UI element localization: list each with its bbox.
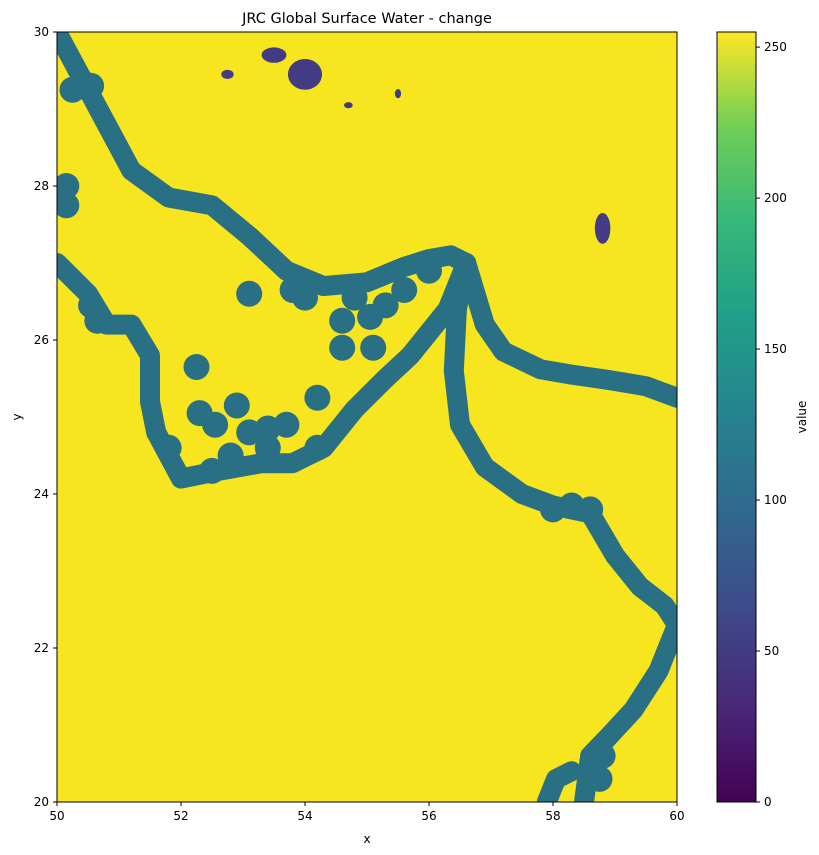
y-tick-label: 26 — [34, 333, 49, 347]
island-buffer — [223, 392, 250, 419]
island-buffer — [586, 765, 613, 792]
y-axis-label: y — [10, 413, 24, 420]
x-tick-label: 56 — [421, 809, 436, 823]
x-axis-label: x — [363, 832, 370, 846]
colorbar-tick-label: 250 — [764, 40, 787, 54]
x-tick-label: 50 — [49, 809, 64, 823]
island-buffer — [183, 353, 210, 380]
island-buffer — [360, 334, 387, 361]
lake-patch — [287, 58, 323, 90]
x-tick-label: 58 — [545, 809, 560, 823]
island-buffer — [199, 457, 225, 484]
island-buffer — [391, 276, 418, 303]
island-buffer — [416, 257, 442, 284]
island-buffer — [372, 292, 399, 319]
island-buffer — [329, 307, 356, 334]
colorbar: 0 50 100 150 200 250 value — [716, 31, 809, 809]
island-buffer — [217, 442, 244, 469]
heatmap-plot-area — [57, 32, 677, 802]
x-axis: 50 52 54 56 58 60 — [49, 802, 685, 823]
colorbar-label: value — [795, 401, 809, 434]
island-buffer — [202, 411, 229, 438]
island-buffer — [254, 434, 281, 461]
island-buffer — [341, 284, 368, 311]
colorbar-gradient — [717, 32, 756, 802]
lake-patch — [394, 88, 402, 99]
colorbar-tick-label: 50 — [764, 644, 779, 658]
coast-masirah-band — [536, 761, 582, 802]
island-buffer — [84, 307, 111, 334]
island-buffer — [236, 280, 263, 307]
island-buffer — [304, 434, 331, 461]
island-buffer — [57, 173, 80, 199]
y-tick-label: 28 — [34, 179, 49, 193]
coast-iran-east-band — [456, 253, 677, 408]
colorbar-tick-label: 150 — [764, 342, 787, 356]
plot-frame — [56, 31, 678, 803]
x-tick-label: 54 — [297, 809, 312, 823]
y-axis: 20 22 24 26 28 30 — [34, 25, 57, 809]
lake-patch — [221, 69, 234, 79]
coast-oman-band — [443, 253, 677, 802]
colorbar-tick-label: 0 — [764, 795, 772, 809]
island-buffer — [57, 192, 80, 219]
island-buffer — [577, 496, 604, 523]
chart-title: JRC Global Surface Water - change — [241, 11, 492, 27]
x-tick-label: 52 — [173, 809, 188, 823]
lake-patch — [261, 47, 287, 63]
x-tick-label: 60 — [669, 809, 684, 823]
island-buffer — [155, 434, 182, 461]
island-buffer — [329, 334, 356, 361]
lake-patch — [344, 102, 353, 109]
island-buffer — [78, 72, 105, 99]
island-buffer — [292, 284, 318, 311]
y-tick-label: 30 — [34, 25, 49, 39]
y-tick-label: 20 — [34, 795, 49, 809]
colorbar-tick-label: 100 — [764, 493, 787, 507]
island-buffer — [304, 384, 331, 411]
y-tick-label: 22 — [34, 641, 49, 655]
colorbar-frame — [716, 31, 757, 803]
colorbar-ticks: 0 50 100 150 200 250 — [756, 40, 787, 809]
island-buffer — [589, 742, 616, 769]
colorbar-tick-label: 200 — [764, 191, 787, 205]
heatmap-features — [57, 32, 677, 802]
y-tick-label: 24 — [34, 487, 49, 501]
island-buffer — [254, 415, 281, 442]
lake-patch — [594, 212, 611, 244]
